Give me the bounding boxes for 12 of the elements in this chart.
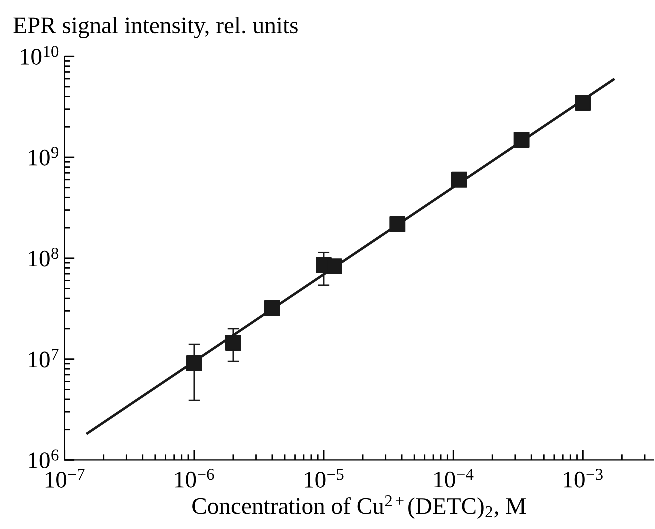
y-axis-title: EPR signal intensity, rel. units <box>14 16 298 38</box>
x-tick-label: 10$^{−7}$ <box>46 469 85 488</box>
y-tick-label: 10$^{9}$ <box>29 147 59 166</box>
x-tick-label: 10$^{−3}$ <box>564 469 603 488</box>
y-tick-label: 10$^{7}$ <box>29 349 59 368</box>
x-tick-label: 10$^{−5}$ <box>305 469 344 488</box>
x-tick-label: 10$^{−6}$ <box>175 469 214 488</box>
y-tick-label: 10$^{6}$ <box>29 450 59 469</box>
y-tick-label: 10$^{8}$ <box>29 248 59 267</box>
y-tick-label: 10$^{10}$ <box>20 46 59 65</box>
x-tick-label: 10$^{−4}$ <box>434 469 474 488</box>
x-axis-title: Concentration of Cu$^{2+}$(DETC)$_{2}$, M <box>192 496 526 520</box>
